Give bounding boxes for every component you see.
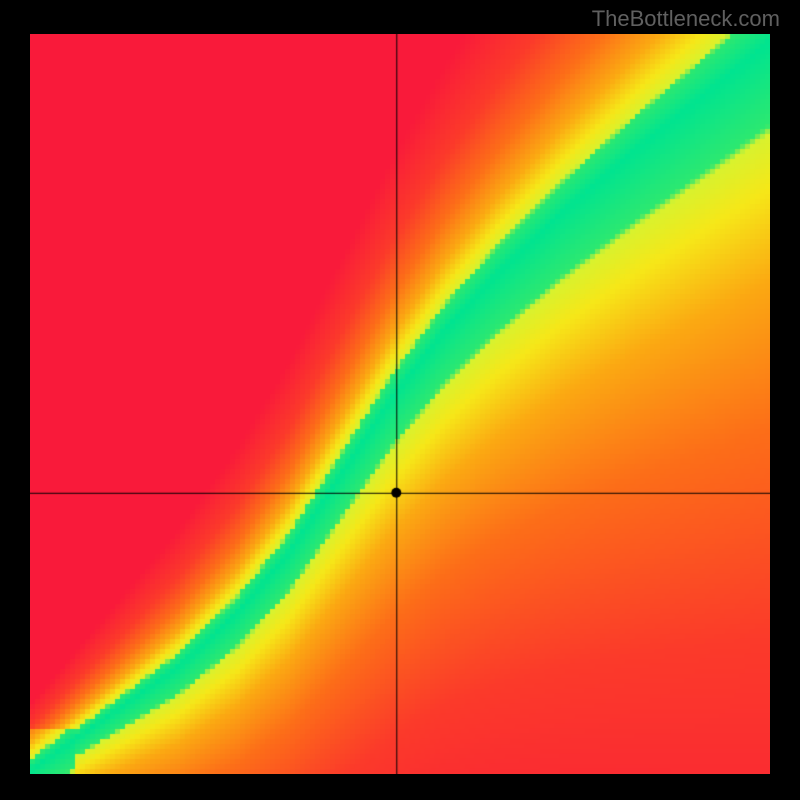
heatmap-canvas bbox=[30, 34, 770, 774]
chart-container: TheBottleneck.com bbox=[0, 0, 800, 800]
watermark-text: TheBottleneck.com bbox=[592, 6, 780, 32]
heatmap-plot bbox=[30, 34, 770, 774]
